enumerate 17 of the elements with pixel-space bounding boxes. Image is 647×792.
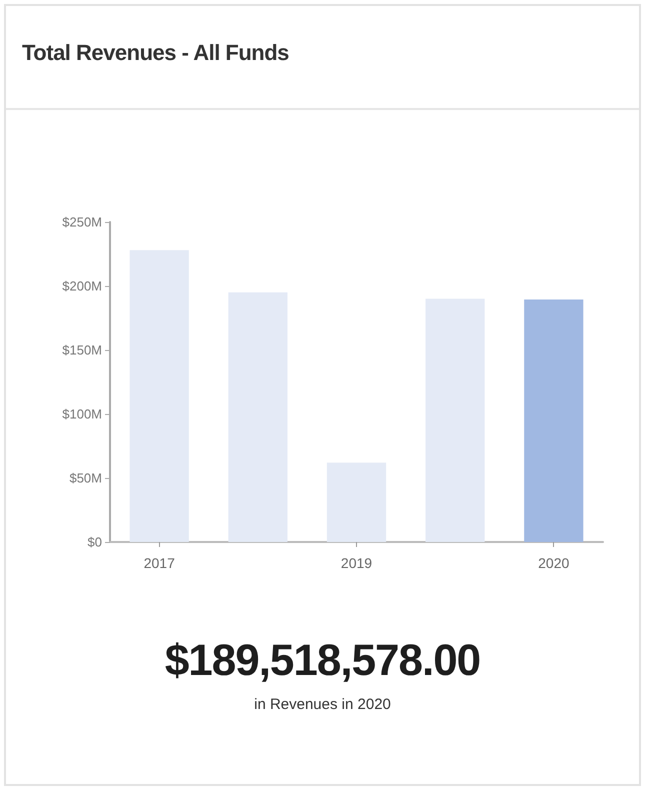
- x-tick-label: 2020: [538, 555, 570, 571]
- y-tick-label: $200M: [62, 278, 102, 294]
- y-tick-label: $50M: [69, 470, 102, 486]
- x-tick-label: 2019: [340, 555, 372, 571]
- y-tick-label: $150M: [62, 342, 102, 358]
- x-tick-label: 2017: [144, 555, 176, 571]
- y-tick-label: $250M: [62, 214, 102, 230]
- text: in Revenues in 2020: [253, 696, 392, 713]
- bar: [326, 462, 386, 542]
- chart-title: Total Revenues - All Funds: [6, 6, 639, 110]
- bar: [130, 250, 189, 542]
- bar: [228, 292, 288, 542]
- text: $189,518,578.00: [164, 636, 482, 686]
- y-tick-label: $0: [88, 534, 102, 550]
- bar: [426, 298, 485, 542]
- y-tick-label: $100M: [62, 406, 102, 422]
- bar: [524, 299, 584, 542]
